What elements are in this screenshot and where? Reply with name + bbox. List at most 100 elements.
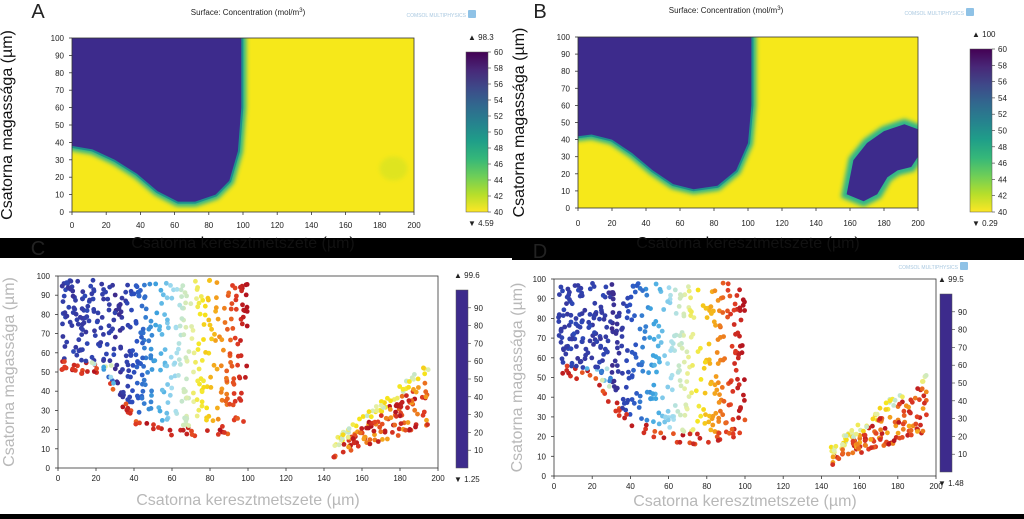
y-tick-label: 70 — [41, 330, 50, 339]
particle — [836, 456, 842, 462]
particle — [682, 386, 687, 392]
particle — [843, 433, 849, 439]
watermark-logo-text: COMSOL MULTIPHYSICS — [905, 11, 965, 17]
particle — [695, 349, 701, 354]
particle — [225, 326, 230, 332]
particle — [691, 315, 697, 320]
particle — [615, 345, 620, 351]
particle — [94, 366, 99, 371]
x-tick-label: 180 — [393, 474, 407, 483]
panel-background — [0, 258, 512, 514]
colorbar-max-label: ▲ 99.6 — [454, 271, 480, 280]
particle — [385, 436, 390, 442]
particle — [594, 339, 600, 345]
particle — [217, 427, 223, 433]
particle — [630, 284, 636, 289]
particle — [106, 302, 112, 307]
particle — [609, 370, 615, 375]
particle — [225, 396, 230, 402]
particle — [235, 416, 241, 421]
particle — [194, 397, 200, 403]
y-tick-label: 20 — [55, 173, 64, 182]
particle — [702, 390, 708, 396]
particle — [738, 317, 744, 323]
particle — [614, 385, 620, 391]
particle — [840, 450, 846, 456]
particle — [678, 383, 684, 389]
particle — [558, 284, 564, 290]
particle — [116, 312, 122, 317]
colorbar-tick-label: 58 — [998, 61, 1007, 70]
particle — [123, 289, 129, 295]
particle — [396, 426, 402, 432]
particle — [616, 310, 622, 316]
particle — [598, 336, 603, 342]
particle — [636, 405, 642, 410]
particle — [687, 431, 693, 437]
particle — [163, 280, 169, 286]
particle — [70, 366, 76, 372]
particle — [60, 321, 65, 327]
particle — [135, 393, 140, 399]
particle — [598, 343, 604, 349]
particle — [737, 333, 742, 339]
particle — [231, 376, 237, 382]
colorbar-tick-label: 40 — [474, 393, 483, 402]
particle — [197, 311, 203, 317]
x-axis-label: Csatorna keresztmetszete (µm) — [131, 235, 355, 252]
particle — [117, 328, 123, 333]
particle — [840, 447, 845, 452]
particle — [66, 304, 72, 310]
particle — [123, 353, 129, 359]
particle — [669, 387, 675, 393]
particle — [425, 422, 430, 427]
y-tick-label: 30 — [537, 413, 546, 422]
particle — [591, 315, 597, 321]
particle — [862, 432, 868, 438]
particle — [690, 441, 696, 447]
particle — [720, 412, 726, 418]
y-tick-label: 40 — [561, 136, 570, 145]
particle — [613, 331, 619, 336]
x-tick-label: 20 — [588, 482, 597, 491]
particle — [191, 390, 196, 396]
particle — [731, 322, 737, 327]
particle — [235, 362, 241, 368]
panel-letter: D — [533, 241, 547, 263]
particle — [695, 431, 700, 437]
particle — [98, 325, 104, 331]
particle — [89, 354, 95, 360]
particle — [83, 329, 89, 335]
particle — [244, 363, 250, 369]
particle — [922, 400, 927, 406]
particle — [213, 308, 219, 314]
particle — [612, 358, 618, 364]
particle — [239, 288, 245, 294]
particle — [129, 399, 135, 405]
particle — [558, 326, 564, 332]
y-tick-label: 60 — [561, 101, 570, 110]
particle — [82, 293, 88, 299]
particle — [610, 363, 615, 368]
particle — [71, 362, 77, 368]
y-tick-label: 90 — [537, 295, 546, 304]
x-tick-label: 20 — [92, 474, 101, 483]
particle — [644, 417, 650, 423]
x-tick-label: 40 — [130, 474, 139, 483]
particle — [557, 292, 562, 297]
particle — [915, 386, 921, 391]
particle — [584, 366, 590, 371]
particle — [568, 312, 574, 318]
x-tick-label: 100 — [241, 474, 255, 483]
particle — [153, 281, 159, 287]
particle — [191, 350, 197, 356]
particle — [676, 363, 682, 369]
particle — [656, 356, 662, 361]
particle — [174, 350, 180, 356]
particle — [111, 346, 117, 352]
y-tick-label: 0 — [60, 208, 65, 217]
particle — [165, 317, 170, 323]
particle — [332, 443, 338, 448]
particle — [183, 355, 189, 361]
particle — [681, 359, 687, 365]
